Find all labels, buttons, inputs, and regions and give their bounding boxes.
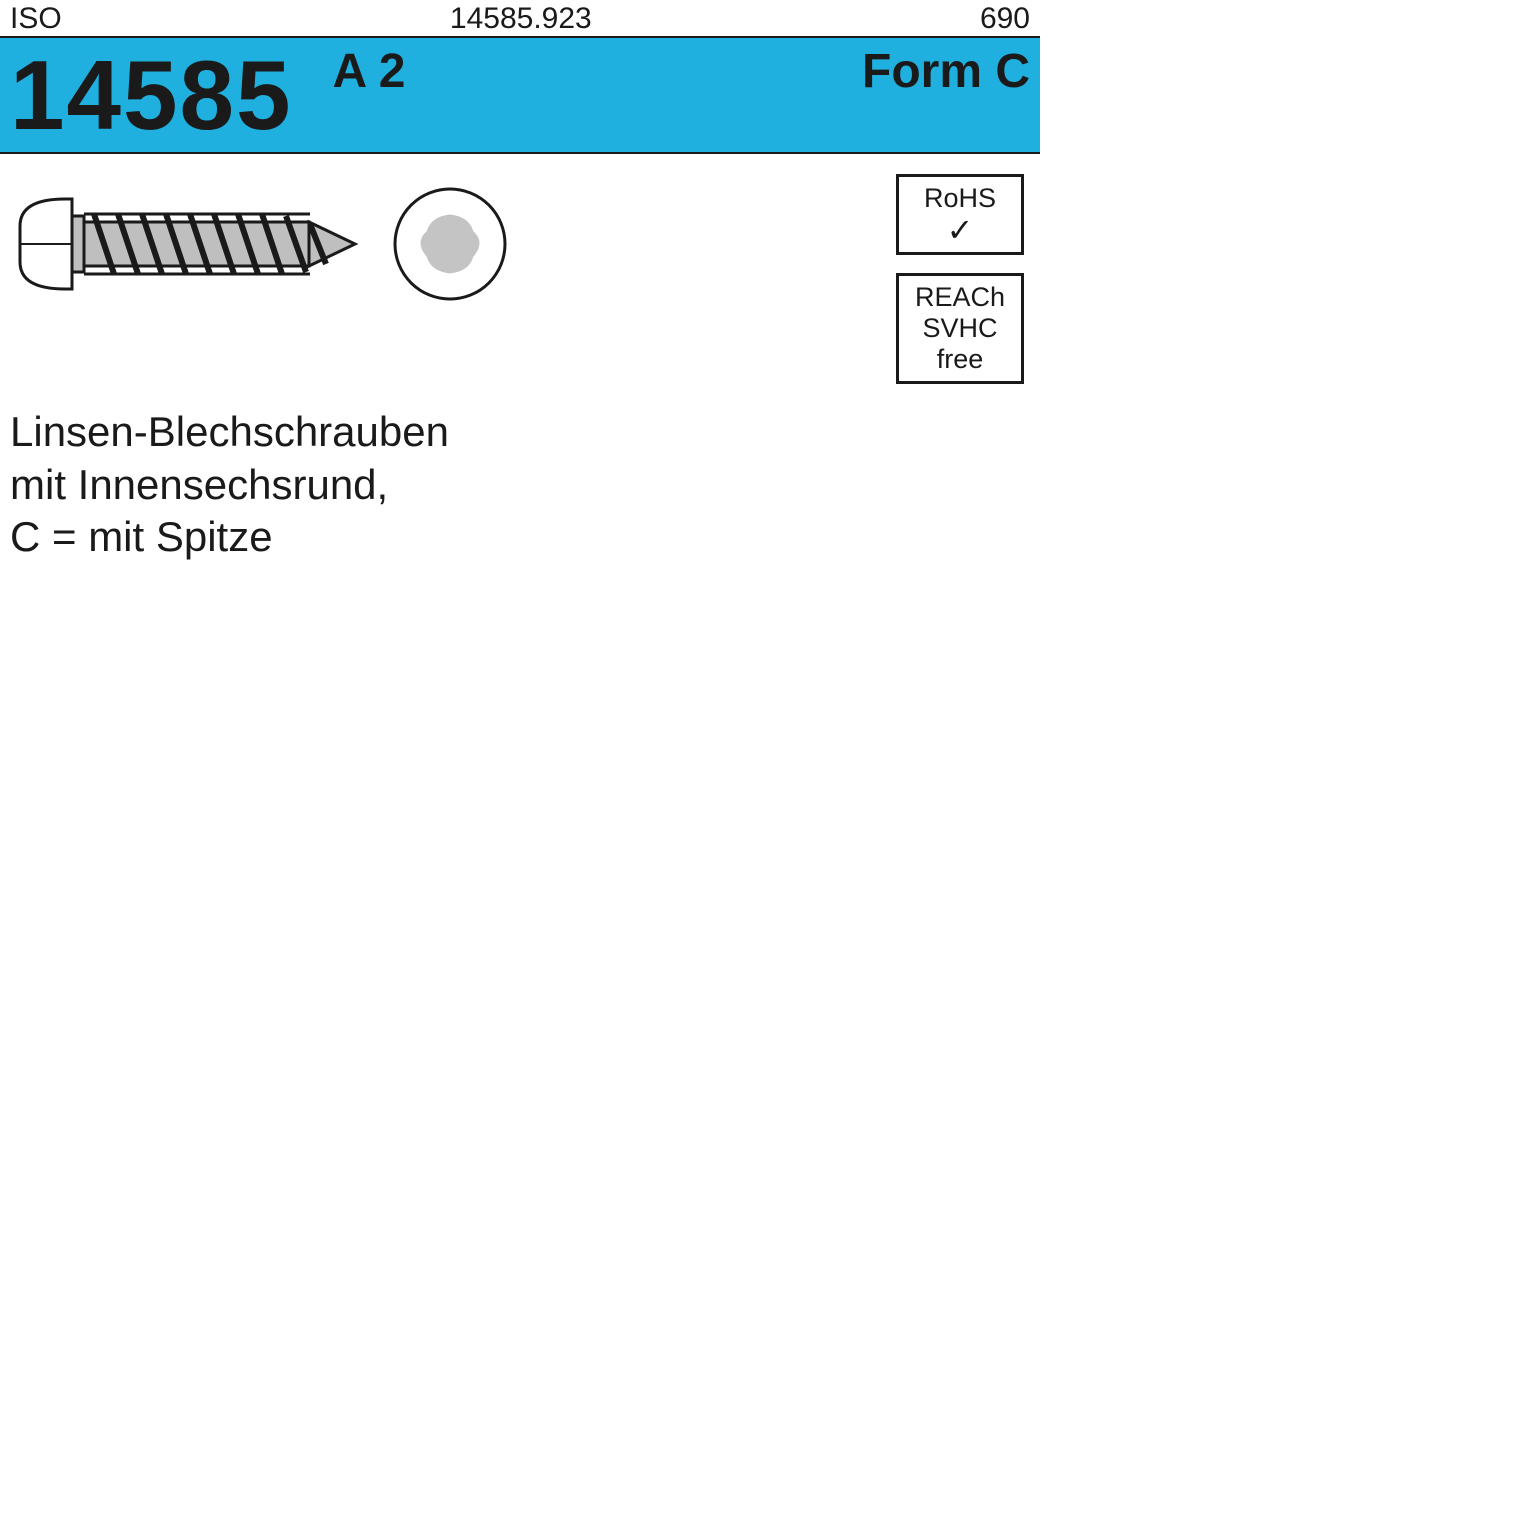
description-line-3: C = mit Spitze [10, 511, 1030, 564]
form-label: Form C [862, 44, 1030, 99]
header-standard-org: ISO [10, 2, 62, 36]
header-row: ISO 14585.923 690 [0, 0, 1040, 38]
rohs-badge: RoHS ✓ [896, 174, 1024, 255]
reach-line3: free [903, 344, 1017, 375]
reach-line2: SVHC [903, 313, 1017, 344]
screw-illustration [10, 174, 870, 384]
description-block: Linsen-Blechschrauben mit Innensechsrund… [0, 384, 1040, 564]
standard-number: 14585 [10, 46, 293, 144]
description-line-1: Linsen-Blechschrauben [10, 406, 1030, 459]
datasheet-card: ISO 14585.923 690 14585 A 2 Form C [0, 0, 1040, 564]
rohs-label: RoHS [903, 183, 1017, 214]
title-band: 14585 A 2 Form C [0, 38, 1040, 154]
illustration-row: RoHS ✓ REACh SVHC free [0, 154, 1040, 384]
reach-line1: REACh [903, 282, 1017, 313]
check-icon: ✓ [903, 214, 1017, 246]
screw-drawing-icon [10, 184, 530, 339]
header-code-right: 690 [980, 2, 1030, 36]
compliance-badges: RoHS ✓ REACh SVHC free [870, 174, 1030, 384]
description-line-2: mit Innensechsrund, [10, 459, 1030, 512]
header-article-code: 14585.923 [450, 2, 592, 36]
material-grade: A 2 [293, 44, 862, 99]
reach-badge: REACh SVHC free [896, 273, 1024, 384]
